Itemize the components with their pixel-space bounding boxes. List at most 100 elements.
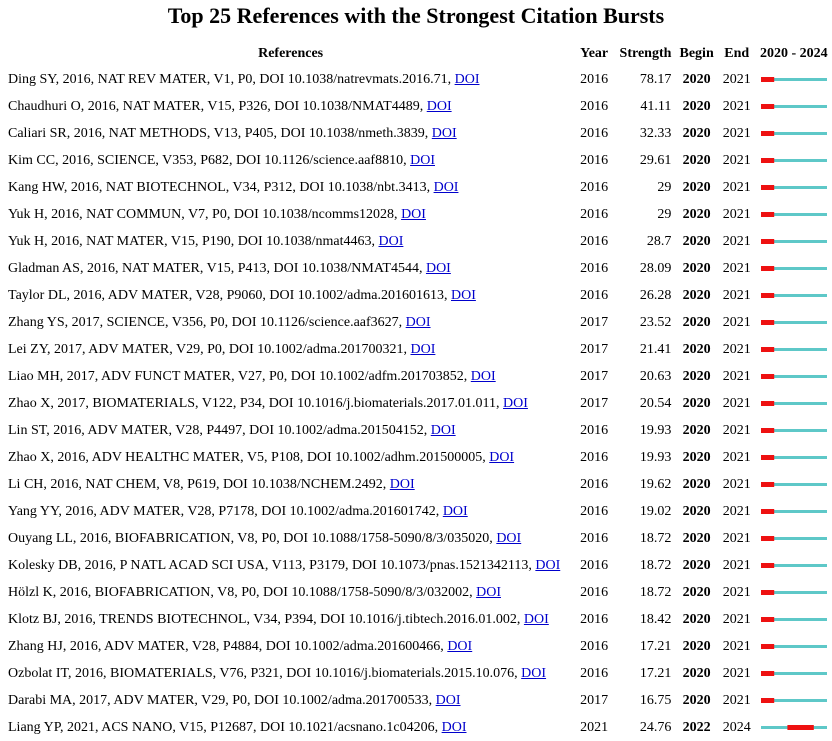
reference-cell: Zhang YS, 2017, SCIENCE, V356, P0, DOI 1… [0,309,575,336]
reference-text: Ozbolat IT, 2016, BIOMATERIALS, V76, P32… [8,665,518,681]
begin-cell: 2020 [682,395,711,411]
burst-timeline-svg [760,130,827,136]
burst-segment [760,211,775,217]
burst-timeline-svg [760,454,827,460]
doi-link[interactable]: DOI [435,692,461,708]
reference-text: Lin ST, 2016, ADV MATER, V28, P4497, DOI… [8,422,428,438]
burst-segment [760,184,775,190]
timeline-line [760,347,827,351]
burst-bar-cell [756,633,832,660]
burst-timeline-svg [760,427,827,433]
doi-link[interactable]: DOI [405,314,431,330]
begin-cell: 2020 [682,611,711,627]
doi-link[interactable]: DOI [431,125,457,141]
doi-link[interactable]: DOI [523,611,549,627]
timeline-line [760,239,827,243]
doi-link[interactable]: DOI [426,98,452,114]
strength-cell: 23.52 [639,314,672,330]
doi-link[interactable]: DOI [378,233,404,249]
doi-link[interactable]: DOI [410,341,436,357]
timeline-line [760,131,827,135]
reference-text: Gladman AS, 2016, NAT MATER, V15, P413, … [8,260,423,276]
doi-link[interactable]: DOI [425,260,451,276]
reference-cell: Ozbolat IT, 2016, BIOMATERIALS, V76, P32… [0,660,575,687]
strength-cell: 18.72 [639,584,672,600]
year-cell: 2016 [580,530,609,546]
reference-text: Zhang YS, 2017, SCIENCE, V356, P0, DOI 1… [8,314,403,330]
burst-bar-cell [756,552,832,579]
burst-bar-cell [756,174,832,201]
strength-cell: 24.76 [639,719,672,735]
burst-segment [760,697,775,703]
strength-cell: 19.62 [639,476,672,492]
burst-bar-cell [756,687,832,714]
doi-link[interactable]: DOI [521,665,547,681]
end-cell: 2021 [722,503,751,519]
year-cell: 2017 [580,314,609,330]
table-row: Caliari SR, 2016, NAT METHODS, V13, P405… [0,120,832,147]
reference-text: Taylor DL, 2016, ADV MATER, V28, P9060, … [8,287,448,303]
burst-segment [760,589,775,595]
year-cell: 2017 [580,368,609,384]
reference-cell: Ding SY, 2016, NAT REV MATER, V1, P0, DO… [0,66,575,93]
doi-link[interactable]: DOI [401,206,426,222]
begin-cell: 2020 [682,584,711,600]
end-cell: 2021 [722,476,751,492]
doi-link[interactable]: DOI [503,395,528,411]
table-row: Ding SY, 2016, NAT REV MATER, V1, P0, DO… [0,66,832,93]
burst-bar-cell [756,606,832,633]
burst-bar-cell [756,309,832,336]
doi-link[interactable]: DOI [496,530,522,546]
doi-link[interactable]: DOI [441,719,467,735]
year-cell: 2016 [580,638,609,654]
burst-bar-cell [756,444,832,471]
doi-link[interactable]: DOI [470,368,496,384]
burst-bar-cell [756,93,832,120]
begin-cell: 2020 [682,638,711,654]
citation-bursts-table: References Year Strength Begin End 2020 … [0,42,832,741]
doi-link[interactable]: DOI [535,557,561,573]
table-row: Ouyang LL, 2016, BIOFABRICATION, V8, P0,… [0,525,832,552]
timeline-line [760,77,827,81]
burst-timeline-svg [760,589,827,595]
burst-timeline-svg [760,643,827,649]
doi-link[interactable]: DOI [447,638,473,654]
reference-text: Lei ZY, 2017, ADV MATER, V29, P0, DOI 10… [8,341,407,357]
strength-cell: 78.17 [639,71,672,87]
strength-cell: 28.7 [646,233,672,249]
doi-link[interactable]: DOI [454,71,480,87]
reference-cell: Zhao X, 2016, ADV HEALTHC MATER, V5, P10… [0,444,575,471]
end-cell: 2024 [722,719,751,735]
doi-link[interactable]: DOI [433,179,459,195]
burst-bar-cell [756,417,832,444]
doi-link[interactable]: DOI [489,449,515,465]
burst-timeline-svg [760,373,827,379]
table-row: Taylor DL, 2016, ADV MATER, V28, P9060, … [0,282,832,309]
burst-segment [760,481,775,487]
table-row: Yuk H, 2016, NAT MATER, V15, P190, DOI 1… [0,228,832,255]
table-row: Darabi MA, 2017, ADV MATER, V29, P0, DOI… [0,687,832,714]
burst-bar-cell [756,714,832,741]
doi-link[interactable]: DOI [430,422,456,438]
doi-link[interactable]: DOI [451,287,476,303]
begin-cell: 2020 [682,233,711,249]
doi-link[interactable]: DOI [410,152,435,168]
burst-timeline-svg [760,697,827,703]
timeline-line [760,428,827,432]
header-end: End [724,46,750,61]
doi-link[interactable]: DOI [389,476,415,492]
burst-segment [760,103,775,109]
reference-cell: Li CH, 2016, NAT CHEM, V8, P619, DOI 10.… [0,471,575,498]
year-cell: 2016 [580,71,609,87]
begin-cell: 2020 [682,179,711,195]
burst-timeline-svg [760,508,827,514]
doi-link[interactable]: DOI [476,584,501,600]
reference-cell: Zhang HJ, 2016, ADV MATER, V28, P4884, D… [0,633,575,660]
burst-segment [760,157,775,163]
doi-link[interactable]: DOI [442,503,468,519]
reference-cell: Kolesky DB, 2016, P NATL ACAD SCI USA, V… [0,552,575,579]
begin-cell: 2020 [682,665,711,681]
burst-bar-cell [756,579,832,606]
header-year: Year [580,46,609,61]
reference-text: Zhang HJ, 2016, ADV MATER, V28, P4884, D… [8,638,444,654]
